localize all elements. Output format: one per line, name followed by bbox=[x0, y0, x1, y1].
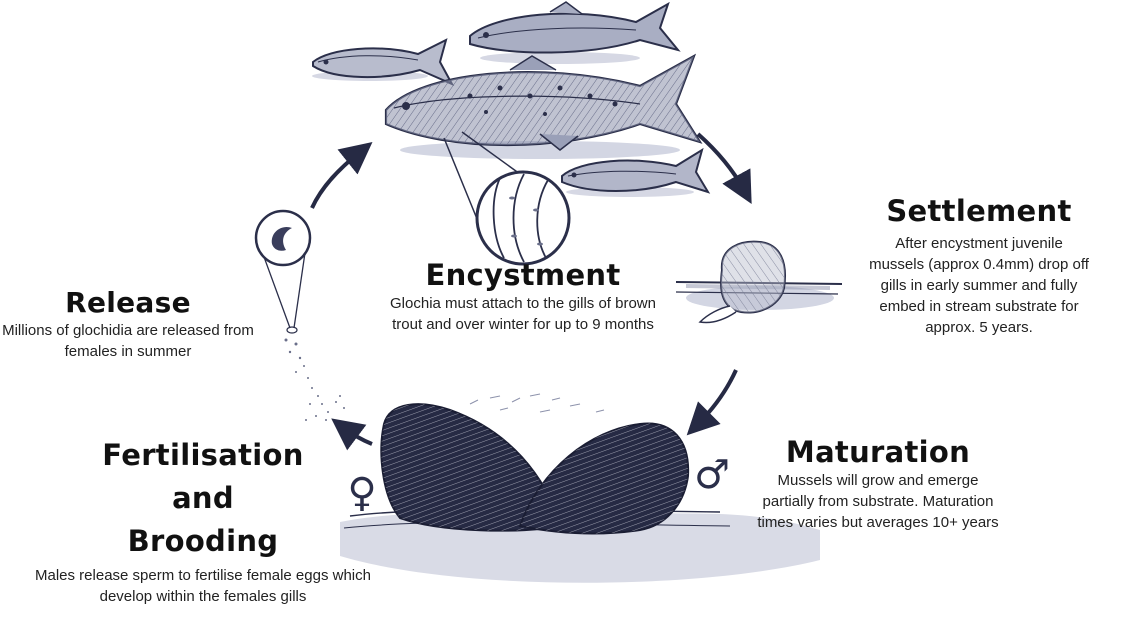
stage-title-release: Release bbox=[65, 286, 191, 319]
stage-title-encystment: Encystment bbox=[425, 258, 621, 292]
stage-encystment: Encystment Glochia must attach to the gi… bbox=[386, 257, 660, 335]
stage-title-line: Fertilisation bbox=[102, 438, 304, 472]
female-symbol: ♀ bbox=[347, 470, 376, 516]
trout-icon bbox=[561, 147, 711, 197]
stage-fertilisation: Fertilisation and Brooding Males release… bbox=[30, 434, 376, 607]
trout-icon bbox=[469, 1, 681, 64]
stage-title-fertilisation: Fertilisation and Brooding bbox=[30, 434, 376, 563]
stage-maturation: Maturation Mussels will grow and emerge … bbox=[754, 434, 1002, 533]
trout-icon bbox=[384, 53, 703, 159]
stage-text-maturation: Mussels will grow and emerge partially f… bbox=[757, 472, 999, 531]
arrow-icon bbox=[696, 132, 752, 205]
stage-title-line: Brooding bbox=[127, 524, 279, 558]
stage-text-settlement: After encystment juvenile mussels (appro… bbox=[869, 235, 1089, 336]
stage-title-settlement: Settlement bbox=[886, 194, 1072, 228]
arrow-icon bbox=[310, 142, 373, 209]
arrow-icon bbox=[331, 418, 373, 451]
stage-title-maturation: Maturation bbox=[785, 435, 971, 469]
stage-text-release: Millions of glochidia are released from … bbox=[2, 322, 254, 360]
trout-icon bbox=[312, 38, 455, 87]
stage-text-encystment: Glochia must attach to the gills of brow… bbox=[390, 295, 656, 333]
stage-title-line: and bbox=[172, 481, 234, 515]
stage-settlement: Settlement After encystment juvenile mus… bbox=[866, 193, 1092, 338]
male-symbol: ♂ bbox=[694, 452, 730, 498]
stage-release: Release Millions of glochidia are releas… bbox=[0, 286, 256, 362]
stage-text-fertilisation: Males release sperm to fertilise female … bbox=[35, 567, 371, 605]
adult-mussel-icon bbox=[340, 393, 820, 583]
arrow-icon bbox=[686, 369, 738, 436]
glochidium-icon bbox=[254, 209, 345, 421]
gill-magnified-icon bbox=[443, 131, 571, 266]
juvenile-mussel-icon bbox=[675, 240, 843, 324]
